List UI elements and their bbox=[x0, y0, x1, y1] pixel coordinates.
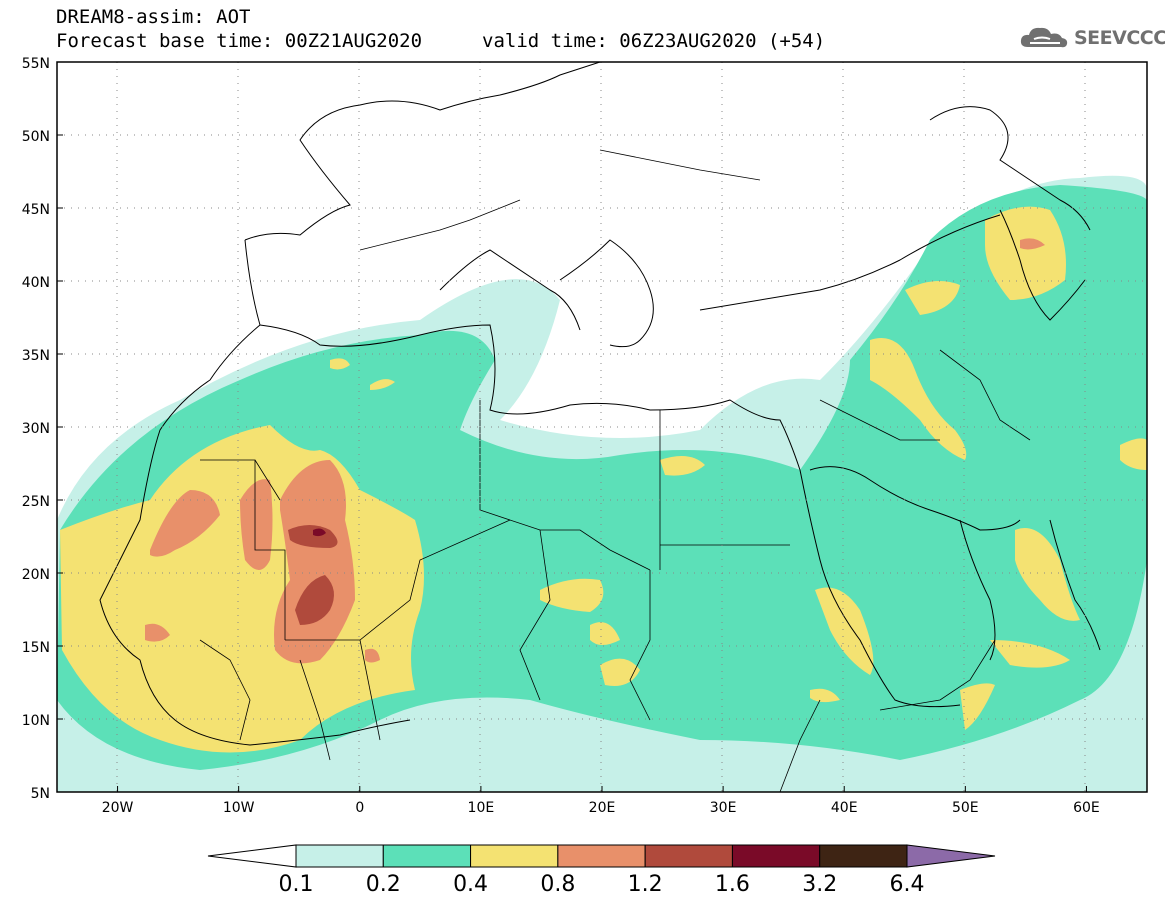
lat-tick-label: 50N bbox=[22, 129, 50, 145]
graticule bbox=[57, 62, 1147, 792]
forecast-base-time: Forecast base time: 00Z21AUG2020 bbox=[56, 30, 423, 52]
aot-contours bbox=[57, 62, 1147, 792]
lon-tick-label: 10W bbox=[223, 800, 255, 816]
country-borders bbox=[199, 149, 1031, 792]
lon-tick-label: 20E bbox=[589, 800, 616, 816]
lat-tick-label: 55N bbox=[22, 56, 50, 72]
lat-tick-label: 5N bbox=[31, 786, 50, 802]
colorbar-segment bbox=[644, 844, 733, 868]
lon-tick-label: 0 bbox=[355, 800, 364, 816]
aot-band-1.2-1.6 bbox=[288, 525, 338, 625]
cloud-icon bbox=[1020, 27, 1068, 48]
seevccc-logo: SEEVCCC bbox=[1018, 24, 1165, 52]
colorbar-label: 0.1 bbox=[278, 872, 314, 897]
lat-tick-label: 25N bbox=[22, 494, 50, 510]
lat-tick-label: 15N bbox=[22, 640, 50, 656]
colorbar-segment bbox=[295, 844, 384, 868]
colorbar-segment bbox=[382, 844, 472, 868]
colorbar-label: 1.6 bbox=[714, 872, 750, 897]
lon-tick-label: 50E bbox=[952, 800, 979, 816]
lat-tick-label: 20N bbox=[22, 567, 50, 583]
lon-tick-label: 10E bbox=[468, 800, 495, 816]
coastlines bbox=[99, 62, 1101, 746]
lon-tick-label: 60E bbox=[1073, 800, 1100, 816]
valid-time: valid time: 06Z23AUG2020 (+54) bbox=[482, 30, 826, 52]
lon-tick-label: 20W bbox=[102, 800, 134, 816]
colorbar bbox=[207, 844, 996, 868]
colorbar-label: 1.2 bbox=[627, 872, 663, 897]
lat-tick-label: 45N bbox=[22, 202, 50, 218]
latitude-axis: 55N 50N 45N 40N 35N 30N 25N 20N 15N 10N 5N bbox=[22, 56, 63, 802]
lat-tick-label: 30N bbox=[22, 421, 50, 437]
colorbar-label: 0.2 bbox=[365, 872, 401, 897]
longitude-axis: 20W 10W 0 10E 20E 30E 40E 50E 60E bbox=[102, 786, 1100, 816]
colorbar-segment bbox=[557, 844, 646, 868]
colorbar-label: 0.4 bbox=[453, 872, 489, 897]
colorbar-label: 3.2 bbox=[802, 872, 838, 897]
lat-tick-label: 40N bbox=[22, 275, 50, 291]
colorbar-segment bbox=[470, 844, 559, 868]
map-title: DREAM8-assim: AOT bbox=[56, 6, 251, 28]
lat-tick-label: 10N bbox=[22, 713, 50, 729]
colorbar-high-arrow bbox=[906, 844, 996, 868]
colorbar-low-arrow bbox=[207, 844, 297, 868]
colorbar-segment bbox=[819, 844, 908, 868]
colorbar-label: 0.8 bbox=[540, 872, 576, 897]
lon-tick-label: 40E bbox=[831, 800, 858, 816]
aot-band-0.8-1.2 bbox=[145, 238, 1045, 664]
aot-band-1.6-3.2 bbox=[313, 528, 326, 537]
colorbar-label: 6.4 bbox=[889, 872, 925, 897]
colorbar-segment bbox=[731, 844, 821, 868]
lon-tick-label: 30E bbox=[710, 800, 737, 816]
logo-text: SEEVCCC bbox=[1074, 27, 1165, 49]
lat-tick-label: 35N bbox=[22, 348, 50, 364]
